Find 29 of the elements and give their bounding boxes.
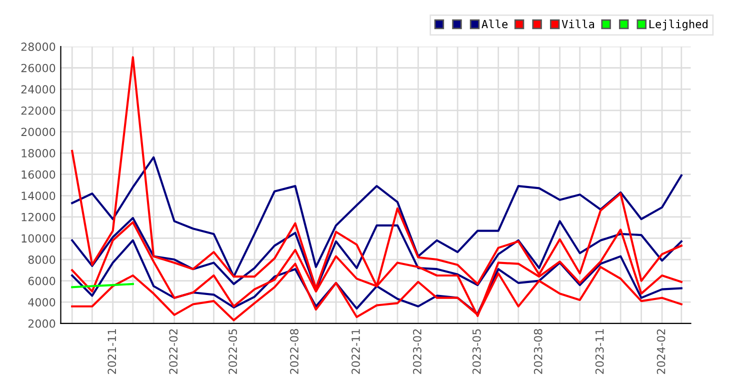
y-tick-label: 24000 <box>21 85 56 94</box>
x-tick-label: 2023-05 <box>472 329 481 374</box>
y-tick-label: 26000 <box>21 64 56 72</box>
x-tick-label: 2023-11 <box>595 329 604 374</box>
y-tick-label: 28000 <box>21 42 56 51</box>
x-tick-label: 2023-08 <box>534 329 542 374</box>
legend-label: Lejlighed <box>649 20 708 31</box>
y-tick-label: 8000 <box>28 255 56 264</box>
y-tick-label: 22000 <box>21 106 56 115</box>
x-tick-label: 2022-11 <box>352 329 360 374</box>
line-series <box>71 239 682 315</box>
y-tick-label: 14000 <box>22 192 56 200</box>
x-tick-label: 2022-08 <box>290 329 298 374</box>
x-tick-label: 2024-02 <box>656 329 666 374</box>
x-tick-label: 2021-11 <box>108 329 116 374</box>
legend-label: Alle <box>482 20 508 28</box>
y-tick-label: 16000 <box>22 170 56 179</box>
y-tick-label: 6000 <box>28 276 56 286</box>
y-tick-label: 20000 <box>21 128 56 136</box>
line-series <box>71 156 682 278</box>
y-tick-label: 12000 <box>22 212 56 222</box>
x-tick-label: 2022-02 <box>169 329 178 374</box>
y-tick-label: 2000 <box>28 319 56 328</box>
y-tick-label: 4000 <box>28 298 56 306</box>
x-tick-label: 2023-02 <box>412 329 422 374</box>
y-tick-label: 10000 <box>22 234 56 243</box>
y-tick-label: 18000 <box>22 149 56 158</box>
legend-label: Villa <box>562 20 594 28</box>
x-tick-label: 2022-05 <box>228 329 238 374</box>
